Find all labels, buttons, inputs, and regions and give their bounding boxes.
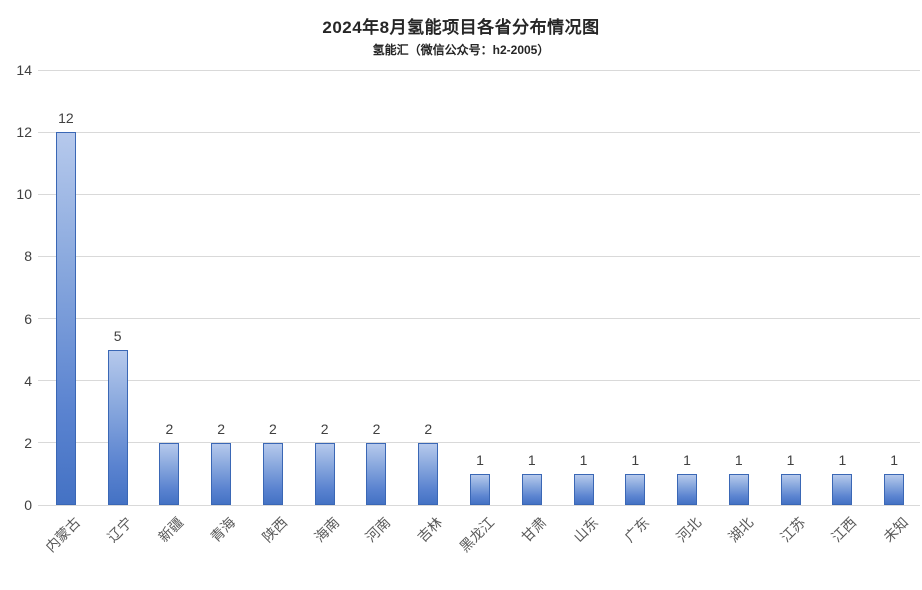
y-axis-tick-label: 12: [16, 124, 32, 141]
x-axis-label: 河南: [362, 514, 394, 546]
bar-value-label: 2: [320, 420, 329, 437]
gridline: [38, 255, 920, 257]
gridline: [38, 69, 920, 71]
x-axis-label: 海南: [310, 514, 343, 546]
x-axis-label: 江西: [828, 514, 860, 546]
bar-value-label: 5: [113, 327, 122, 344]
bar-山东: [573, 473, 594, 505]
bar-value-label: 2: [165, 420, 174, 437]
y-axis-tick-label: 0: [24, 497, 32, 513]
bar-value-label: 2: [372, 420, 381, 437]
bar-value-label: 2: [424, 420, 433, 437]
x-axis-label: 陕西: [259, 514, 291, 546]
x-axis-label: 黑龙江: [456, 514, 498, 556]
bar-value-label: 1: [527, 451, 536, 468]
x-axis-label: 吉林: [414, 514, 446, 546]
x-axis-label: 山东: [569, 514, 601, 546]
bar-未知: [884, 473, 905, 505]
x-axis-label: 江苏: [776, 514, 808, 546]
gridline: [38, 193, 920, 195]
bar-青海: [211, 442, 232, 505]
gridline: [38, 504, 920, 506]
bar-新疆: [159, 442, 180, 505]
bar-value-label: 1: [579, 451, 588, 468]
x-axis-label: 新疆: [155, 514, 187, 546]
bar-内蒙古: [55, 132, 76, 505]
bar-江西: [832, 473, 853, 505]
bar-陕西: [262, 442, 283, 505]
x-axis-label: 湖北: [725, 514, 757, 546]
chart-title: 2024年8月氢能项目各省分布情况图: [322, 18, 600, 37]
bar-江苏: [780, 473, 801, 505]
bar-黑龙江: [470, 473, 490, 505]
gridline: [38, 131, 920, 133]
bar-河南: [366, 442, 387, 505]
bar-吉林: [418, 442, 439, 505]
gridline: [38, 380, 920, 382]
bar-辽宁: [107, 349, 128, 505]
bar-湖北: [728, 473, 749, 505]
bar-河北: [677, 473, 698, 505]
bar-value-label: 1: [476, 451, 484, 468]
bar-value-label: 1: [890, 451, 898, 468]
bar-value-label: 2: [217, 420, 226, 437]
x-axis-label: 青海: [207, 514, 239, 546]
y-axis-tick-label: 2: [24, 434, 32, 451]
bar-value-label: 1: [838, 451, 847, 468]
x-axis-label: 广东: [621, 514, 653, 546]
bar-广东: [625, 473, 646, 505]
chart-subtitle: 氢能汇（微信公众号：h2-2005）: [372, 43, 550, 57]
y-axis-tick-label: 10: [16, 186, 32, 203]
x-axis-label: 河北: [673, 514, 705, 546]
bar-value-label: 12: [58, 110, 74, 127]
gridline: [38, 442, 920, 444]
bar-value-label: 1: [734, 451, 743, 468]
bar-value-label: 1: [683, 451, 691, 468]
x-axis-label: 未知: [880, 514, 912, 546]
y-axis-tick-label: 4: [24, 372, 32, 389]
bar-海南: [314, 442, 335, 505]
x-axis-label: 甘肃: [517, 514, 550, 546]
bar-value-label: 1: [786, 451, 795, 468]
x-axis-label: 内蒙古: [42, 514, 84, 556]
y-axis-tick-label: 14: [16, 62, 32, 78]
bar-甘肃: [521, 473, 542, 505]
bar-value-label: 1: [631, 451, 640, 468]
bar-value-label: 2: [269, 420, 277, 437]
plot-area: 12 5 2 2 2 2 2 2 1 1 1 1 1 1 1 1 1: [38, 69, 920, 506]
y-axis-tick-label: 6: [24, 310, 32, 327]
gridline: [38, 318, 920, 320]
y-axis-tick-label: 8: [24, 248, 32, 265]
x-axis-label: 辽宁: [103, 514, 135, 546]
